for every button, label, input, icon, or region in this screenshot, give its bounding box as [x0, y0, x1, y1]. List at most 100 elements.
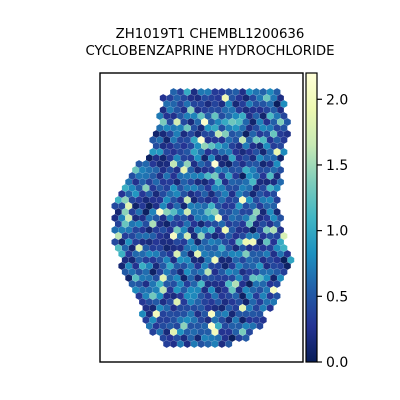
data-spot	[125, 190, 133, 198]
data-spot	[173, 118, 181, 126]
data-spot	[177, 100, 184, 108]
data-spot	[249, 226, 257, 234]
data-spot	[273, 280, 281, 288]
data-spot	[215, 250, 222, 258]
data-spot	[194, 310, 202, 318]
data-spot	[228, 118, 236, 126]
data-spot	[256, 190, 264, 198]
data-spot	[197, 196, 205, 204]
data-spot	[142, 184, 150, 192]
data-spot	[280, 112, 288, 120]
data-spot	[173, 286, 181, 294]
data-spot	[173, 214, 181, 222]
data-spot	[166, 274, 174, 282]
data-spot	[249, 250, 257, 258]
data-spot	[152, 142, 160, 150]
data-spot	[273, 160, 281, 168]
data-spot	[266, 184, 274, 192]
data-spot	[146, 238, 153, 246]
data-spot	[242, 202, 250, 210]
data-spot	[152, 310, 160, 318]
data-spot	[173, 178, 181, 186]
data-spot	[163, 160, 171, 168]
data-spot	[215, 190, 222, 198]
data-spot	[218, 232, 226, 240]
data-spot	[221, 226, 229, 234]
data-spot	[266, 112, 274, 120]
data-spot	[173, 310, 181, 318]
data-spot	[242, 154, 250, 162]
data-spot	[252, 316, 260, 324]
data-spot	[132, 214, 139, 222]
data-spot	[111, 214, 119, 222]
data-spot	[166, 154, 174, 162]
data-spot	[228, 322, 236, 330]
data-spot	[159, 262, 167, 270]
data-spot	[263, 154, 271, 162]
data-spot	[208, 214, 215, 222]
data-spot	[177, 112, 184, 120]
data-spot	[266, 268, 274, 276]
data-spot	[194, 202, 202, 210]
data-spot	[246, 136, 253, 144]
data-spot	[273, 232, 281, 240]
data-spot	[270, 214, 277, 222]
data-spot	[194, 238, 202, 246]
data-spot	[204, 328, 212, 336]
data-spot	[180, 94, 188, 102]
data-spot	[239, 220, 246, 228]
data-spot	[201, 322, 208, 330]
data-spot	[177, 124, 184, 132]
data-spot	[121, 208, 129, 216]
data-spot	[208, 286, 215, 294]
data-spot	[270, 106, 277, 114]
data-spot	[235, 142, 243, 150]
data-spot	[187, 142, 195, 150]
data-spot	[270, 226, 277, 234]
data-spot	[280, 124, 288, 132]
data-spot	[263, 298, 271, 306]
data-spot	[197, 316, 205, 324]
data-spot	[170, 100, 177, 108]
data-spot	[187, 238, 195, 246]
data-spot	[218, 112, 226, 120]
data-spot	[242, 298, 250, 306]
data-spot	[211, 184, 219, 192]
data-spot	[246, 244, 253, 252]
data-spot	[225, 136, 233, 144]
data-spot	[284, 130, 291, 138]
colorbar-tick-label: 2.0	[326, 92, 348, 108]
colorbar-tick-label: 0.5	[326, 289, 348, 305]
data-spot	[266, 88, 274, 96]
data-spot	[201, 262, 208, 270]
data-spot	[259, 112, 267, 120]
data-spot	[194, 322, 202, 330]
data-spot	[166, 250, 174, 258]
data-spot	[273, 100, 281, 108]
colorbar-tick-label: 1.0	[326, 224, 348, 240]
data-spot	[204, 124, 212, 132]
data-spot	[183, 208, 191, 216]
data-spot	[190, 268, 198, 276]
data-spot	[142, 304, 150, 312]
data-spot	[252, 244, 260, 252]
data-spot	[221, 190, 229, 198]
data-spot	[142, 172, 150, 180]
data-spot	[180, 214, 188, 222]
data-spot	[211, 256, 219, 264]
data-spot	[194, 166, 202, 174]
data-spot	[170, 244, 177, 252]
data-spot	[139, 190, 146, 198]
data-spot	[149, 208, 157, 216]
data-spot	[218, 160, 226, 168]
data-spot	[249, 298, 257, 306]
data-spot	[156, 232, 164, 240]
data-spot	[225, 172, 233, 180]
data-spot	[180, 238, 188, 246]
data-spot	[208, 334, 215, 342]
colorbar-ticks: 0.0 0.5 1.0 1.5 2.0	[317, 92, 348, 371]
data-spot	[204, 232, 212, 240]
data-spot	[280, 268, 288, 276]
data-spot	[204, 316, 212, 324]
data-spot	[256, 166, 264, 174]
